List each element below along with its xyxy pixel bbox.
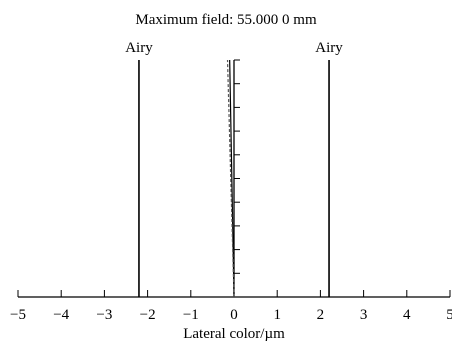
x-tick-label: −4 xyxy=(53,307,69,323)
x-tick-label: −1 xyxy=(183,307,199,323)
x-tick-label: −3 xyxy=(96,307,112,323)
airy-label: Airy xyxy=(125,40,153,56)
chart-title: Maximum field: 55.000 0 mm xyxy=(135,12,317,28)
x-tick-label: 5 xyxy=(446,307,452,323)
x-tick-label: 3 xyxy=(360,307,368,323)
x-tick-label: −5 xyxy=(10,307,26,323)
x-tick-label: 0 xyxy=(230,307,238,323)
x-tick-label: 1 xyxy=(273,307,281,323)
x-tick-label: 2 xyxy=(317,307,325,323)
airy-label: Airy xyxy=(315,40,343,56)
x-axis-label: Lateral color/µm xyxy=(183,326,285,342)
x-tick-label: −2 xyxy=(140,307,156,323)
x-tick-label: 4 xyxy=(403,307,411,323)
